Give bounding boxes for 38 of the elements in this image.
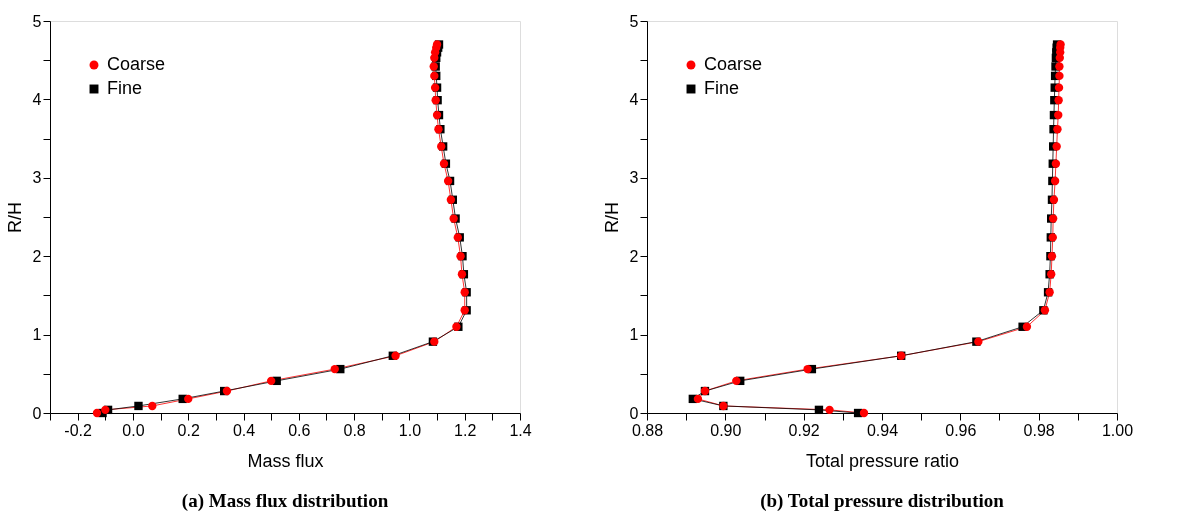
x-tick-label: 0.90 [710, 421, 742, 439]
legend-label: Coarse [107, 54, 166, 74]
x-tick-label: 0.2 [177, 421, 200, 439]
x-tick-label: 0.6 [288, 421, 311, 439]
y-tick-label: 3 [629, 169, 639, 187]
y-axis-title: R/H [4, 202, 25, 233]
legend-label: Coarse [704, 54, 763, 74]
x-tick-label: 1.4 [509, 421, 532, 439]
x-tick-label: 0.88 [631, 421, 664, 439]
x-tick-label: 0.4 [232, 421, 256, 439]
y-tick-label: 1 [629, 326, 639, 344]
y-tick-label: 5 [32, 12, 42, 30]
y-tick-label: 5 [629, 12, 639, 30]
x-axis-title: Total pressure ratio [805, 450, 960, 471]
x-tick-label: 0.94 [866, 421, 899, 439]
text: (a) Mass flux distribution [181, 490, 389, 512]
x-tick-label: 0.98 [1023, 421, 1055, 439]
x-tick-label: 0.92 [788, 421, 820, 439]
y-tick-label: 4 [32, 90, 42, 108]
y-tick-label: 0 [629, 404, 639, 422]
y-tick-label: 2 [32, 247, 42, 265]
x-tick-label: 0.8 [343, 421, 366, 439]
y-axis-title: R/H [601, 202, 622, 233]
y-tick-label: 4 [629, 90, 639, 108]
y-tick-label: 0 [32, 404, 42, 422]
y-tick-label: 2 [629, 247, 639, 265]
x-tick-label: -0.2 [64, 421, 93, 439]
legend-label: Fine [704, 78, 740, 98]
y-tick-label: 3 [32, 169, 42, 187]
legend-label: Fine [107, 78, 143, 98]
x-tick-label: 0.0 [122, 421, 145, 439]
x-tick-label: 0.96 [945, 421, 977, 439]
x-axis-title: Mass flux [247, 450, 324, 471]
y-tick-label: 1 [32, 326, 42, 344]
x-tick-label: 1.00 [1101, 421, 1134, 439]
x-tick-label: 1.0 [398, 421, 422, 439]
text: (b) Total pressure distribution [760, 490, 1005, 512]
x-tick-label: 1.2 [454, 421, 477, 439]
